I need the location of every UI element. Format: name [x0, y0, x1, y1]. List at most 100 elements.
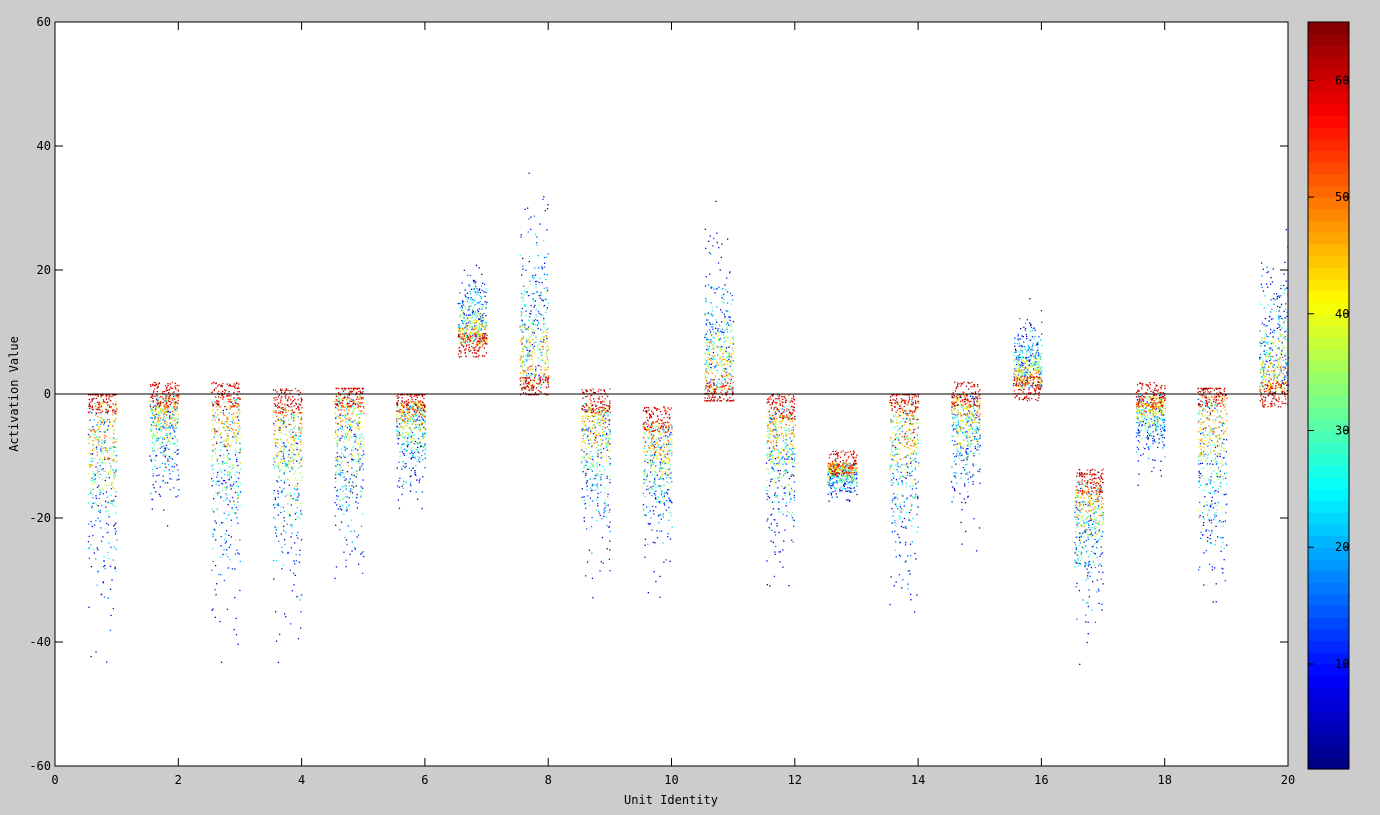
data-point	[528, 353, 530, 355]
data-point	[153, 458, 155, 460]
data-point	[149, 404, 152, 406]
data-point	[663, 492, 665, 495]
data-point	[227, 426, 230, 428]
data-point	[535, 314, 537, 316]
data-point	[176, 439, 178, 441]
data-point	[599, 464, 601, 466]
data-point	[274, 507, 276, 509]
data-point	[345, 408, 348, 410]
data-point	[283, 613, 286, 615]
unit-9-points	[580, 388, 611, 599]
data-point	[336, 387, 338, 390]
data-point	[216, 441, 218, 443]
data-point	[112, 468, 114, 471]
data-point	[287, 410, 290, 412]
data-point	[519, 384, 521, 386]
data-point	[169, 413, 171, 415]
data-point	[282, 411, 284, 413]
data-point	[547, 363, 550, 365]
data-point	[300, 539, 303, 541]
data-point	[463, 335, 465, 337]
data-point	[158, 382, 160, 384]
data-point	[481, 324, 484, 326]
data-point	[396, 407, 399, 409]
data-point	[152, 400, 154, 402]
data-point	[420, 403, 422, 406]
data-point	[530, 387, 532, 389]
data-point	[591, 415, 593, 417]
data-point	[335, 566, 338, 568]
data-point	[213, 415, 215, 417]
data-point	[158, 420, 160, 422]
data-point	[459, 302, 461, 305]
data-point	[412, 408, 414, 410]
data-point	[345, 432, 347, 434]
data-point	[211, 569, 213, 571]
data-point	[92, 497, 94, 499]
data-point	[521, 331, 523, 333]
data-point	[284, 403, 286, 405]
data-point	[528, 339, 531, 341]
data-point	[293, 414, 296, 416]
data-point	[218, 400, 220, 402]
data-point	[660, 429, 663, 431]
data-point	[154, 417, 156, 419]
data-point	[275, 405, 277, 407]
data-point	[658, 432, 660, 434]
data-point	[363, 412, 365, 415]
data-point	[168, 464, 170, 466]
data-point	[530, 354, 533, 356]
data-point	[156, 420, 159, 423]
data-point	[342, 472, 344, 474]
data-point	[418, 451, 420, 454]
data-point	[609, 458, 611, 460]
data-point	[237, 409, 240, 412]
data-point	[168, 396, 170, 399]
data-point	[647, 592, 649, 594]
data-point	[282, 460, 284, 462]
data-point	[416, 479, 418, 481]
data-point	[159, 486, 161, 488]
data-point	[162, 426, 164, 428]
data-point	[334, 398, 336, 400]
data-point	[473, 280, 476, 282]
data-point	[361, 463, 364, 465]
data-point	[108, 462, 111, 464]
data-point	[222, 480, 225, 482]
data-point	[396, 410, 398, 412]
data-point	[346, 394, 348, 396]
data-point	[230, 444, 232, 446]
data-point	[346, 434, 349, 436]
data-point	[100, 446, 102, 448]
data-point	[414, 408, 416, 410]
data-point	[475, 332, 477, 334]
data-point	[357, 449, 359, 451]
data-point	[413, 394, 416, 396]
data-point	[647, 445, 650, 447]
data-point	[274, 461, 276, 463]
data-point	[171, 411, 173, 413]
data-point	[659, 476, 661, 478]
data-point	[471, 326, 473, 328]
data-point	[646, 426, 649, 428]
data-point	[533, 306, 535, 308]
data-point	[353, 403, 355, 405]
data-point	[530, 228, 532, 230]
data-point	[649, 448, 651, 450]
data-point	[234, 454, 237, 456]
data-point	[226, 416, 228, 418]
data-point	[644, 470, 646, 472]
data-point	[154, 434, 156, 436]
data-point	[399, 477, 401, 479]
data-point	[106, 532, 108, 534]
data-point	[168, 469, 170, 471]
data-point	[176, 441, 179, 443]
data-point	[540, 329, 542, 331]
data-point	[599, 448, 601, 450]
data-point	[411, 407, 414, 409]
data-point	[534, 304, 536, 307]
data-point	[169, 434, 171, 436]
data-point	[212, 403, 214, 405]
data-point	[405, 434, 407, 437]
data-point	[474, 303, 476, 306]
